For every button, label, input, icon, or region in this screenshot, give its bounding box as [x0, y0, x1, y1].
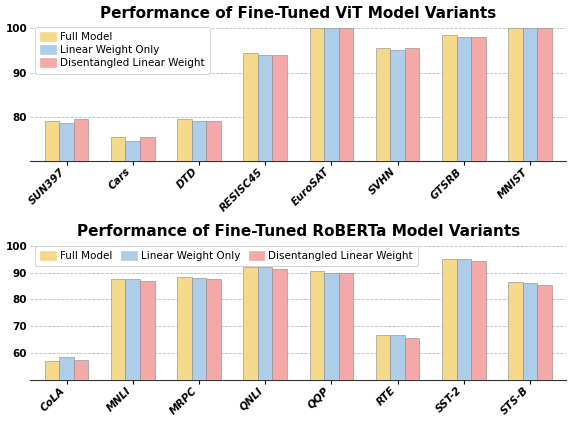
- Bar: [272, 55, 287, 161]
- Bar: [125, 141, 140, 161]
- Bar: [243, 267, 258, 380]
- Bar: [74, 360, 88, 380]
- Bar: [59, 123, 74, 161]
- Bar: [206, 121, 221, 161]
- Bar: [206, 279, 221, 380]
- Bar: [309, 28, 324, 161]
- Bar: [59, 357, 74, 380]
- Bar: [508, 282, 523, 380]
- Bar: [192, 278, 206, 380]
- Bar: [339, 273, 353, 380]
- Bar: [140, 281, 154, 380]
- Bar: [456, 37, 471, 161]
- Bar: [125, 279, 140, 380]
- Bar: [258, 267, 272, 380]
- Bar: [471, 37, 486, 161]
- Bar: [390, 335, 405, 380]
- Bar: [471, 260, 486, 380]
- Bar: [177, 276, 192, 380]
- Bar: [111, 137, 125, 161]
- Bar: [376, 335, 390, 380]
- Bar: [111, 279, 125, 380]
- Bar: [339, 28, 353, 161]
- Bar: [523, 28, 537, 161]
- Bar: [309, 271, 324, 380]
- Bar: [192, 121, 206, 161]
- Bar: [177, 119, 192, 161]
- Bar: [405, 338, 419, 380]
- Title: Performance of Fine-Tuned ViT Model Variants: Performance of Fine-Tuned ViT Model Vari…: [100, 5, 496, 21]
- Bar: [272, 268, 287, 380]
- Bar: [243, 53, 258, 161]
- Title: Performance of Fine-Tuned RoBERTa Model Variants: Performance of Fine-Tuned RoBERTa Model …: [77, 224, 520, 239]
- Bar: [390, 51, 405, 161]
- Bar: [258, 55, 272, 161]
- Legend: Full Model, Linear Weight Only, Disentangled Linear Weight: Full Model, Linear Weight Only, Disentan…: [35, 246, 418, 266]
- Bar: [456, 259, 471, 380]
- Bar: [523, 283, 537, 380]
- Bar: [405, 48, 419, 161]
- Bar: [508, 28, 523, 161]
- Bar: [442, 35, 456, 161]
- Bar: [324, 273, 339, 380]
- Bar: [537, 28, 552, 161]
- Bar: [74, 119, 88, 161]
- Bar: [324, 28, 339, 161]
- Bar: [140, 137, 154, 161]
- Bar: [442, 259, 456, 380]
- Bar: [537, 284, 552, 380]
- Legend: Full Model, Linear Weight Only, Disentangled Linear Weight: Full Model, Linear Weight Only, Disentan…: [35, 27, 210, 73]
- Bar: [45, 361, 59, 380]
- Bar: [376, 48, 390, 161]
- Bar: [45, 121, 59, 161]
